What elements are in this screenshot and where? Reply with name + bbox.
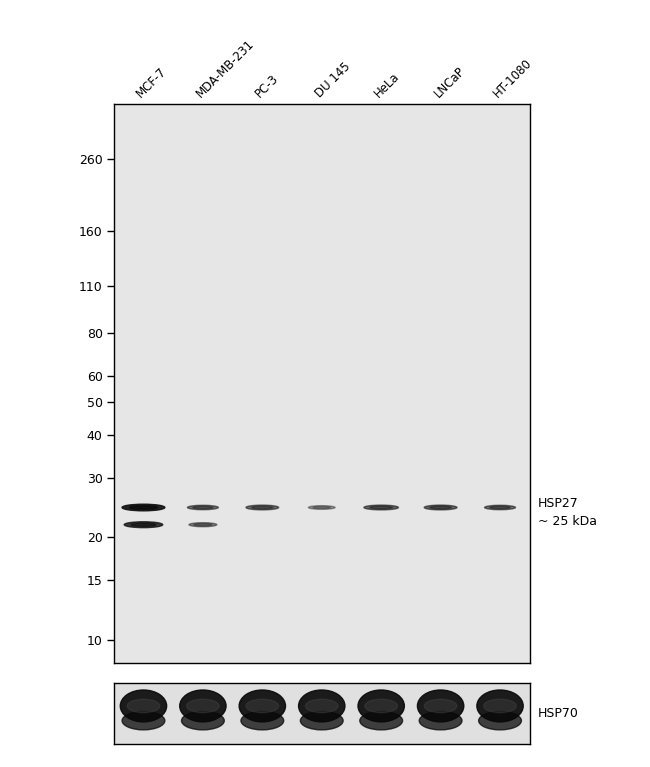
Ellipse shape xyxy=(239,690,285,722)
Ellipse shape xyxy=(370,506,393,509)
Ellipse shape xyxy=(364,505,398,510)
Text: DU 145: DU 145 xyxy=(313,61,353,100)
Text: LNCaP: LNCaP xyxy=(432,64,467,100)
Ellipse shape xyxy=(241,712,283,730)
Ellipse shape xyxy=(313,506,330,509)
Text: PC-3: PC-3 xyxy=(253,72,281,100)
Ellipse shape xyxy=(246,505,279,510)
Ellipse shape xyxy=(419,712,462,730)
Ellipse shape xyxy=(424,505,457,510)
Ellipse shape xyxy=(484,700,516,713)
Ellipse shape xyxy=(308,505,335,509)
Text: MCF-7: MCF-7 xyxy=(135,65,170,100)
Ellipse shape xyxy=(365,700,398,713)
Text: HSP70: HSP70 xyxy=(538,707,578,719)
Ellipse shape xyxy=(127,700,160,713)
Text: HT-1080: HT-1080 xyxy=(491,57,534,100)
Ellipse shape xyxy=(181,712,224,730)
Ellipse shape xyxy=(477,690,523,722)
Text: ~ 25 kDa: ~ 25 kDa xyxy=(538,515,597,528)
Ellipse shape xyxy=(300,712,343,730)
Text: HSP27: HSP27 xyxy=(538,497,578,510)
Ellipse shape xyxy=(187,700,219,713)
Ellipse shape xyxy=(252,506,273,509)
Ellipse shape xyxy=(187,505,218,510)
Ellipse shape xyxy=(430,506,451,509)
Ellipse shape xyxy=(193,506,213,509)
Ellipse shape xyxy=(246,700,279,713)
Ellipse shape xyxy=(478,712,521,730)
Ellipse shape xyxy=(129,505,157,509)
Ellipse shape xyxy=(122,712,165,730)
Ellipse shape xyxy=(124,522,162,528)
Ellipse shape xyxy=(122,504,165,511)
Ellipse shape xyxy=(306,700,338,713)
Ellipse shape xyxy=(360,712,402,730)
Ellipse shape xyxy=(490,506,510,509)
Ellipse shape xyxy=(189,522,217,527)
Ellipse shape xyxy=(194,524,212,526)
Ellipse shape xyxy=(358,690,404,722)
Ellipse shape xyxy=(417,690,464,722)
Ellipse shape xyxy=(485,505,515,510)
Text: MDA-MB-231: MDA-MB-231 xyxy=(194,38,257,100)
Ellipse shape xyxy=(120,690,166,722)
Ellipse shape xyxy=(179,690,226,722)
Text: HeLa: HeLa xyxy=(372,71,402,100)
Ellipse shape xyxy=(424,700,457,713)
Ellipse shape xyxy=(298,690,345,722)
Ellipse shape xyxy=(131,523,156,526)
